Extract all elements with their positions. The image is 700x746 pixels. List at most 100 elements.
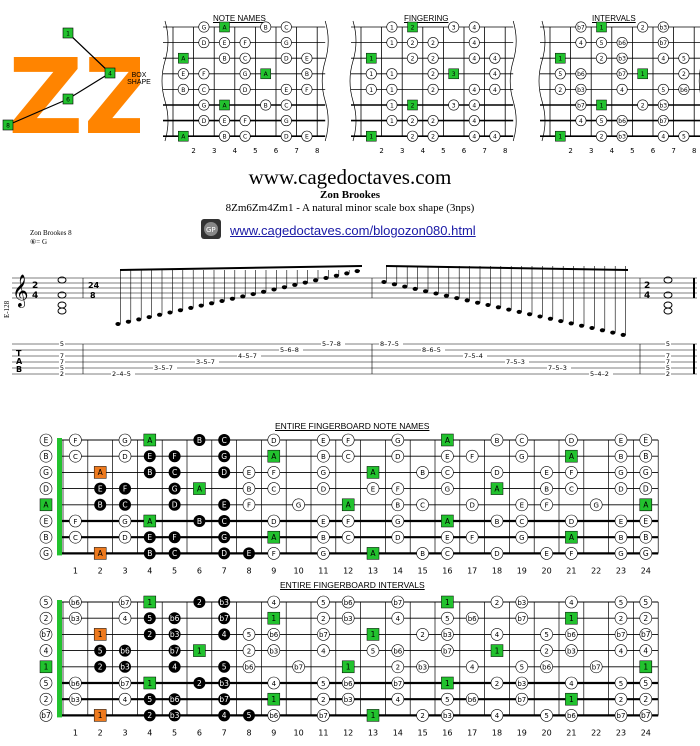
note-label: F [346, 518, 350, 526]
note-label: 1 [271, 614, 276, 623]
root-marker [143, 676, 157, 690]
note-label: 1 [369, 87, 373, 94]
note-label: D [202, 118, 207, 125]
note-label: 1 [346, 663, 351, 672]
root-marker [555, 130, 566, 142]
fret-number: 2 [568, 147, 572, 155]
note-label: b6 [468, 615, 477, 623]
note-label: 1 [643, 663, 648, 672]
tab-fret: 8–7–5 [380, 340, 399, 348]
note-label: F [243, 118, 247, 125]
note-marker [406, 115, 418, 127]
note-label: 4 [579, 40, 583, 47]
note-label: 4 [661, 134, 665, 141]
note-marker [427, 52, 439, 64]
box-note-marker [143, 612, 156, 625]
note-marker [386, 68, 398, 80]
note-label: C [202, 87, 206, 94]
note-label: 1 [147, 679, 152, 688]
scale-note [136, 317, 142, 322]
note-marker [242, 628, 256, 641]
note-label: 5 [445, 696, 449, 704]
note-label: 5 [247, 631, 251, 639]
box-note-marker [218, 466, 231, 479]
note-label: D [618, 485, 623, 493]
whole-note [663, 291, 673, 299]
note-label: b3 [170, 711, 180, 720]
note-label: C [243, 134, 247, 141]
note-marker [427, 68, 439, 80]
note-label: b6 [120, 646, 130, 655]
note-label: A [346, 501, 352, 510]
note-label: E [222, 501, 227, 510]
scale-note [610, 330, 616, 335]
open-root [39, 498, 53, 512]
note-marker [239, 37, 251, 49]
note-label: G [243, 71, 248, 78]
note-marker [489, 52, 501, 64]
note-marker [490, 628, 504, 641]
root-marker [565, 530, 578, 544]
whole-note [57, 307, 67, 315]
note-label: B [98, 501, 103, 510]
box-note-marker [193, 677, 206, 689]
note-label: C [73, 534, 78, 542]
scale-note [568, 321, 574, 326]
note-label: E [643, 436, 648, 445]
note-marker [468, 99, 480, 111]
note-label: B [420, 469, 425, 477]
box-note-marker [143, 709, 156, 722]
blog-link[interactable]: www.cagedoctaves.com/blogozon080.html [230, 223, 476, 238]
note-label: 2 [495, 599, 499, 607]
note-marker [575, 37, 587, 49]
root-marker [260, 68, 271, 80]
note-marker [614, 514, 628, 528]
logo-node-label: 1 [66, 31, 70, 38]
fret-number: 1 [73, 728, 78, 737]
note-label: b3 [517, 599, 526, 607]
note-label: b7 [517, 615, 526, 623]
small-diagram-3: 2 3 4 5 6 7 8b7 1 2 b34 5 b6 b71 2 b3 4 55 b6 b7 1 22 b3 4 5 b6b… [538, 20, 700, 155]
note-label: 2 [147, 711, 152, 720]
note-label: A [445, 517, 451, 526]
scale-note [454, 296, 460, 301]
note-label: 5 [371, 647, 375, 655]
note-marker [391, 611, 405, 625]
box-note-marker [218, 693, 231, 706]
open-string-label: 2 [44, 614, 49, 623]
root-marker [143, 514, 157, 528]
fret-number: 5 [253, 147, 257, 155]
open-string-label: D [43, 484, 49, 493]
note-label: 1 [600, 102, 604, 109]
fret-number: 10 [294, 728, 304, 737]
note-marker [565, 482, 578, 495]
root-marker [267, 449, 281, 463]
note-marker [386, 21, 398, 33]
box-note-marker [143, 693, 156, 706]
note-marker [391, 449, 405, 463]
note-marker [267, 628, 281, 641]
note-label: A [271, 533, 277, 542]
note-marker [391, 433, 405, 447]
note-label: D [569, 437, 574, 445]
note-label: 1 [371, 630, 376, 639]
box-note-marker [193, 434, 206, 446]
note-label: 2 [431, 71, 435, 78]
note-marker [69, 514, 82, 528]
note-marker [69, 530, 82, 544]
scale-note [209, 301, 215, 306]
note-label: 4 [579, 118, 583, 125]
note-marker [341, 514, 355, 528]
note-marker [657, 21, 669, 33]
root-marker [555, 52, 566, 64]
open-string-label: 4 [44, 646, 49, 655]
scale-note [281, 285, 287, 290]
note-label: b6 [618, 118, 626, 125]
open-string-marker [39, 644, 53, 657]
note-label: F [202, 71, 206, 78]
box-note-marker [193, 596, 206, 608]
open-string-label: 2 [44, 695, 49, 704]
note-label: 1 [369, 71, 373, 78]
note-label: b6 [269, 631, 278, 639]
note-marker [540, 709, 553, 722]
